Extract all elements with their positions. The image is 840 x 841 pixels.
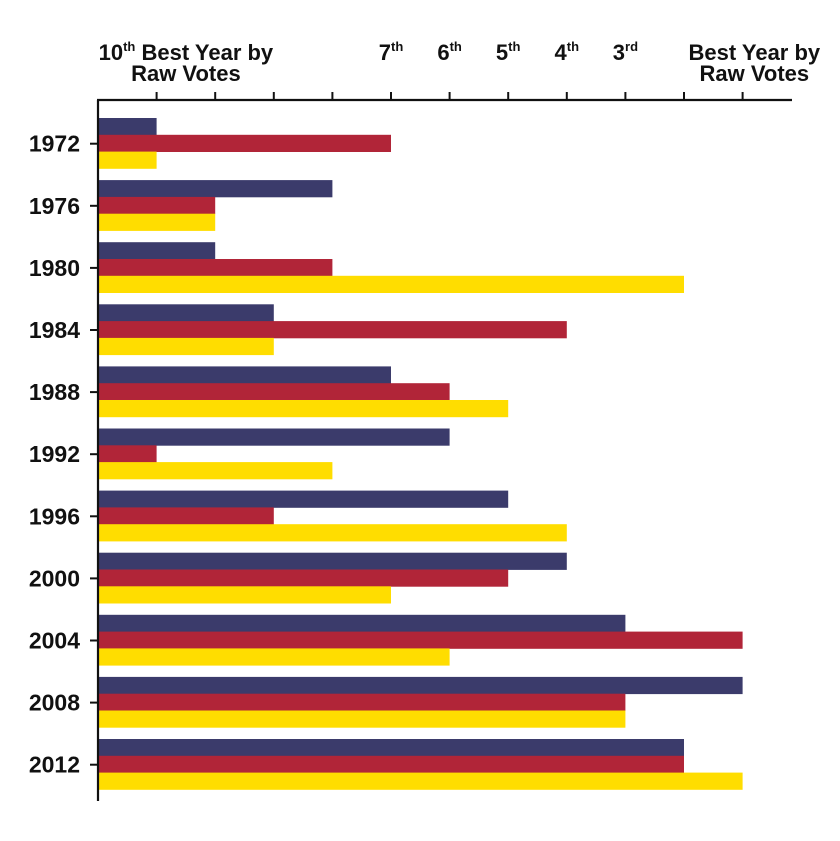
bar-2000-series-1 — [98, 552, 567, 570]
x-tick-label-7-line-2: Raw Votes — [700, 61, 810, 86]
bar-2012-series-1 — [98, 739, 684, 757]
bar-1980-series-1 — [98, 242, 216, 260]
bar-2004-series-2 — [98, 631, 743, 649]
bar-1996-series-1 — [98, 490, 509, 508]
bar-1988-series-1 — [98, 366, 391, 384]
bar-1992-series-2 — [98, 445, 157, 463]
bar-1984-series-2 — [98, 321, 567, 339]
bar-1980-series-3 — [98, 275, 684, 293]
y-tick-label-1992: 1992 — [29, 441, 80, 467]
bar-2008-series-2 — [98, 693, 626, 711]
bar-2012-series-3 — [98, 772, 743, 790]
bar-2008-series-3 — [98, 710, 626, 728]
y-tick-label-1988: 1988 — [29, 379, 80, 405]
bar-1972-series-1 — [98, 118, 157, 136]
x-tick-label-2-line-1: 7th — [379, 39, 404, 65]
bar-1992-series-3 — [98, 462, 333, 480]
bar-1976-series-2 — [98, 196, 216, 215]
bar-1988-series-3 — [98, 400, 509, 418]
bar-1992-series-1 — [98, 428, 450, 446]
y-tick-label-2000: 2000 — [29, 565, 80, 591]
labels-layer: 1972 1976 1980 1984 1988 1992 1996 2000 2004 2008… — [29, 39, 821, 778]
y-tick-label-2012: 2012 — [29, 752, 80, 778]
x-tick-label-4-line-1: 5th — [496, 39, 521, 65]
y-tick-label-1984: 1984 — [29, 317, 80, 343]
y-tick-label-1976: 1976 — [29, 193, 80, 219]
x-tick-label-1-line-1: 10th Best Year by — [99, 39, 274, 65]
y-tick-label-1980: 1980 — [29, 255, 80, 281]
x-tick-label-6-line-1: 3rd — [613, 39, 638, 65]
bar-2000-series-3 — [98, 586, 391, 604]
bar-1996-series-2 — [98, 507, 274, 525]
y-tick-label-1996: 1996 — [29, 503, 80, 529]
bars-layer — [98, 118, 743, 790]
x-tick-label-1-line-2: Raw Votes — [131, 61, 241, 86]
bar-1988-series-2 — [98, 383, 450, 401]
bar-2008-series-1 — [98, 676, 743, 695]
x-tick-label-3-line-1: 6th — [437, 39, 462, 65]
bar-2000-series-2 — [98, 569, 509, 587]
y-tick-label-2004: 2004 — [29, 628, 80, 654]
bar-2004-series-1 — [98, 614, 626, 632]
bar-2004-series-3 — [98, 648, 450, 666]
bar-1996-series-3 — [98, 524, 567, 542]
bar-1972-series-2 — [98, 134, 391, 152]
bar-1984-series-3 — [98, 337, 274, 356]
y-tick-label-1972: 1972 — [29, 131, 80, 157]
axes-layer — [90, 92, 792, 801]
bar-1980-series-2 — [98, 259, 333, 277]
bar-2012-series-2 — [98, 755, 684, 773]
y-tick-label-2008: 2008 — [29, 690, 80, 716]
bar-1976-series-1 — [98, 180, 333, 198]
bar-1972-series-3 — [98, 151, 157, 169]
x-tick-label-7-line-1: Best Year by — [688, 40, 820, 65]
bar-1984-series-1 — [98, 304, 274, 322]
x-tick-label-5-line-1: 4th — [555, 39, 580, 65]
bar-1976-series-3 — [98, 213, 216, 231]
